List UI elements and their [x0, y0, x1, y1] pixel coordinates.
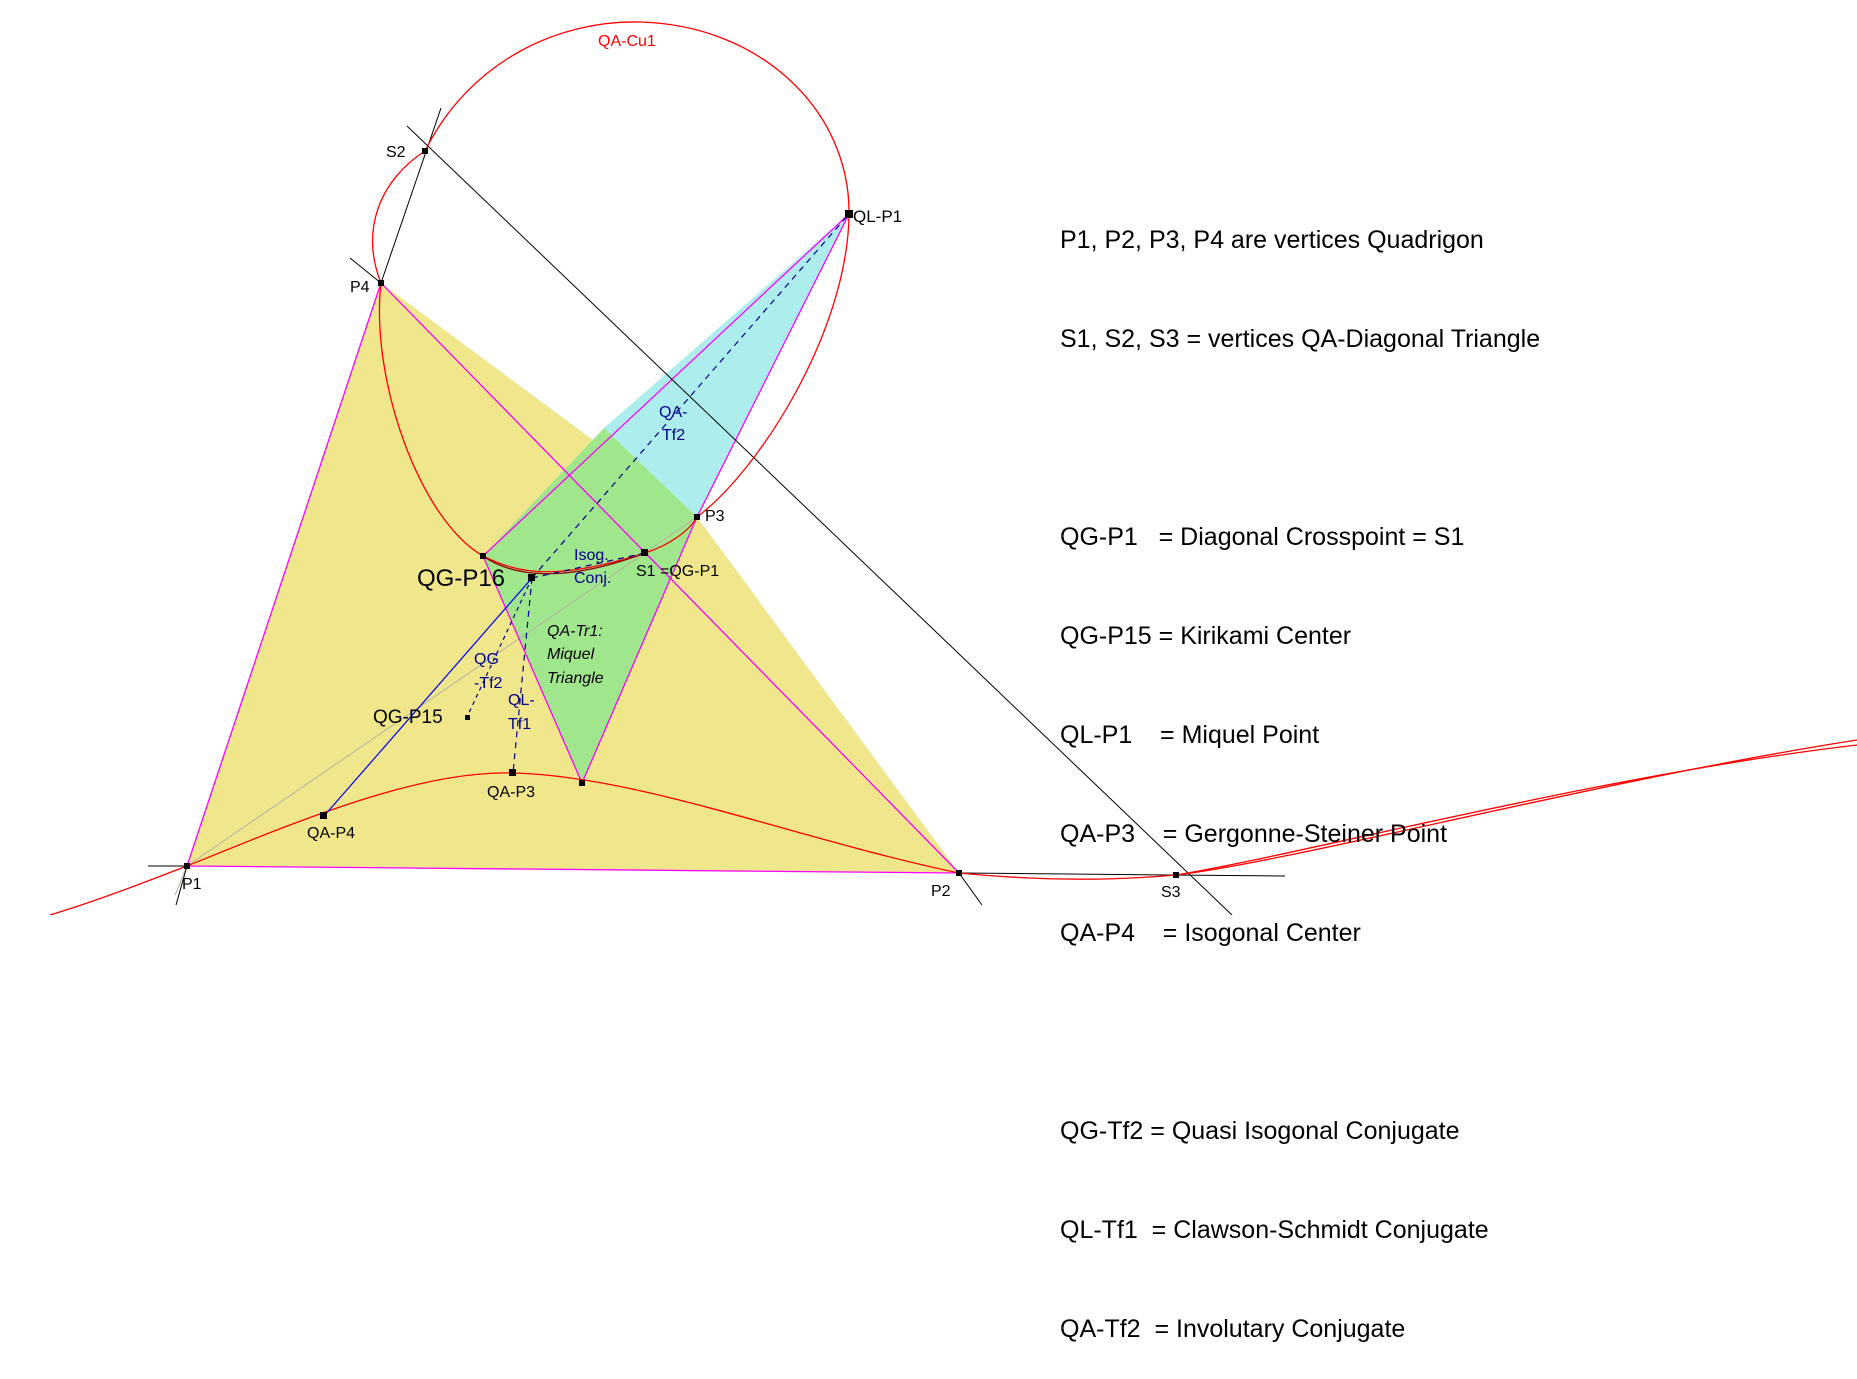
diagonal-lines — [148, 107, 1286, 915]
miquel-triangle — [483, 428, 697, 783]
legend-line: QG-P1 = Diagonal Crosspoint = S1 — [1060, 523, 1465, 551]
point-label-s1: S1 =QG-P1 — [636, 563, 719, 580]
point-label-p4: P4 — [350, 279, 370, 296]
geometry-canvas: QA-Cu1 S2 P4 QL-P1 P3 S1 =QG-P1 QG-P16 Q… — [49, 21, 1857, 915]
point-label-qg-p16: QG-P16 — [417, 565, 505, 592]
qa-cu1-curve[interactable] — [49, 21, 1857, 915]
annotation-isog-conj: Isog. Conj. — [574, 547, 613, 587]
quadrigon-edges — [186, 213, 961, 874]
point-label-qa-p3: QA-P3 — [487, 784, 535, 801]
legend-line: QG-Tf2 = Quasi Isogonal Conjugate — [1060, 1117, 1460, 1145]
legend-line: P1, P2, P3, P4 are vertices Quadrigon — [1060, 226, 1484, 254]
annotation-qa-tf2: QA- Tf2 — [659, 404, 692, 444]
point-label-p2: P2 — [931, 883, 951, 900]
point-label-qg-p15: QG-P15 — [373, 707, 443, 728]
point-label-s2: S2 — [386, 144, 406, 161]
point-markers[interactable] — [184, 148, 1179, 878]
legend-line: QA-P4 = Isogonal Center — [1060, 919, 1361, 947]
legend-line: S1, S2, S3 = vertices QA-Diagonal Triang… — [1060, 325, 1541, 353]
legend-line: QA-Tf2 = Involutary Conjugate — [1060, 1315, 1406, 1343]
conjugate-lines — [323, 213, 850, 817]
legend-line: QG-P15 = Kirikami Center — [1060, 622, 1352, 650]
legend-line: QA-P3 = Gergonne-Steiner Point — [1060, 820, 1448, 848]
legend: P1, P2, P3, P4 are vertices Quadrigon S1… — [1060, 158, 1540, 1379]
qa-tf2-region — [604, 214, 849, 517]
point-label-qa-p4: QA-P4 — [307, 825, 355, 842]
annotation-qg-tf2: QG -Tf2 — [474, 651, 503, 692]
point-label-ql-p1: QL-P1 — [853, 207, 902, 226]
annotation-ql-tf1: QL- Tf1 — [508, 692, 539, 733]
legend-line: QL-P1 = Miquel Point — [1060, 721, 1320, 749]
guide-line — [186, 516, 698, 867]
point-label-p3: P3 — [705, 508, 725, 525]
legend-line: QL-Tf1 = Clawson-Schmidt Conjugate — [1060, 1216, 1489, 1244]
point-label-s3: S3 — [1161, 884, 1181, 901]
qa-cu1-inner-arc — [482, 552, 646, 575]
point-label-p1: P1 — [182, 876, 202, 893]
curve-label-qa-cu1: QA-Cu1 — [598, 33, 656, 50]
guide-line — [174, 865, 188, 896]
annotation-miquel-triangle: QA-Tr1: Miquel Triangle — [547, 623, 607, 687]
